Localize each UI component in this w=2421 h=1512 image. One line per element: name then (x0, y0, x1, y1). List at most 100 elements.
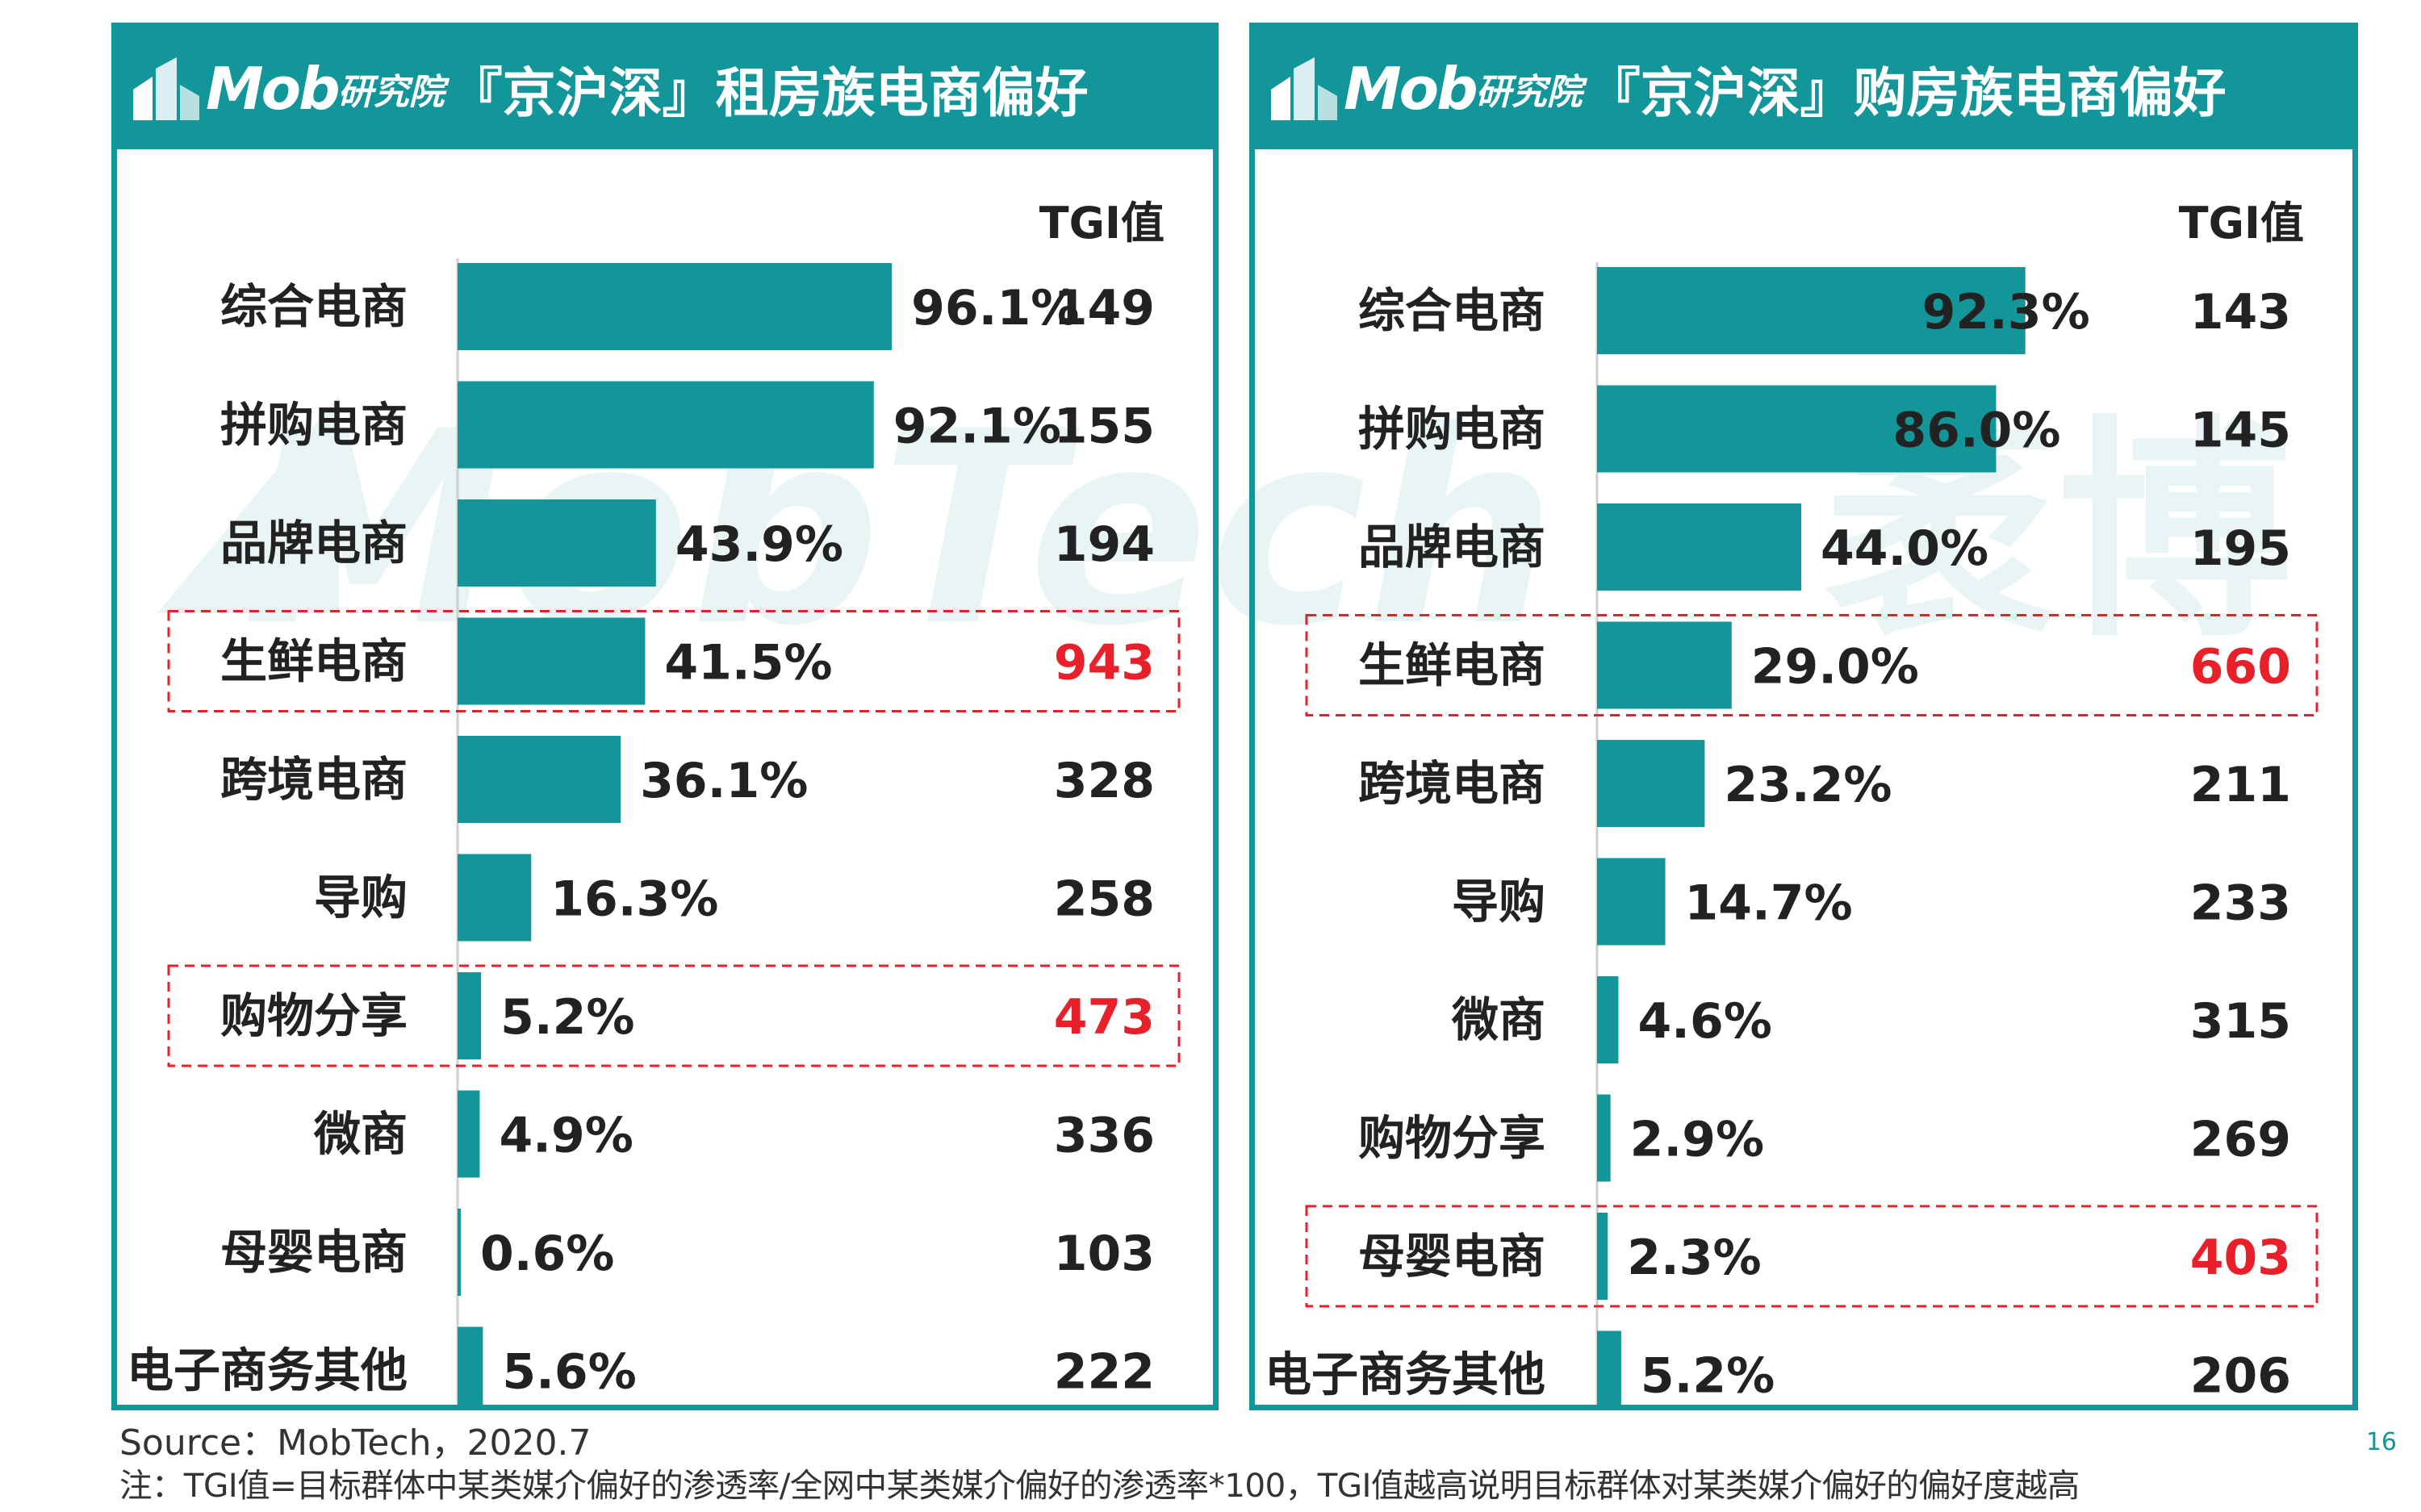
tgi-value-highlighted: 473 (1054, 989, 1155, 1046)
bar (1597, 267, 2026, 354)
tgi-value-highlighted: 660 (2190, 639, 2291, 695)
bar (458, 617, 646, 705)
tgi-value: 149 (1054, 280, 1155, 336)
tgi-value-highlighted: 403 (2190, 1230, 2291, 1286)
logo-mob-text: Mob (206, 55, 341, 123)
category-label: 综合电商 (220, 279, 408, 334)
highlight-box (167, 610, 1181, 712)
tgi-value: 143 (2190, 284, 2291, 340)
bar (1597, 740, 1705, 827)
category-label: 生鲜电商 (1358, 638, 1545, 693)
value-label: 4.9% (499, 1108, 633, 1164)
bar (1597, 1094, 1611, 1182)
bar (1597, 1213, 1608, 1300)
category-label: 母婴电商 (220, 1225, 408, 1280)
category-label: 品牌电商 (220, 516, 408, 570)
category-label: 微商 (313, 1107, 408, 1162)
tgi-value: 103 (1054, 1226, 1155, 1282)
mob-logo-icon (1271, 57, 1337, 120)
value-label: 43.9% (675, 516, 843, 573)
bar (458, 381, 874, 469)
bar (1597, 976, 1619, 1063)
category-label: 母婴电商 (1358, 1229, 1545, 1284)
tgi-value: 206 (2190, 1348, 2291, 1405)
chart-title: 『京沪深』租房族电商偏好 (449, 62, 1089, 124)
bar (458, 854, 532, 942)
tgi-value: 194 (1054, 516, 1155, 573)
tgi-value: 195 (2190, 520, 2291, 577)
panel-header: Mob 研究院 『京沪深』租房族电商偏好 (117, 28, 1213, 149)
highlight-box (1305, 1205, 2319, 1308)
mob-logo-icon (133, 57, 199, 120)
tgi-value: 315 (2190, 993, 2291, 1050)
value-label: 41.5% (664, 635, 832, 691)
bar (1597, 385, 1997, 473)
bar (1597, 1330, 1621, 1405)
value-label: 96.1% (911, 280, 1079, 336)
value-label: 92.1% (893, 399, 1061, 455)
category-label: 购物分享 (220, 988, 408, 1043)
value-label: 14.7% (1685, 875, 1853, 932)
tgi-column-header: TGI值 (2179, 198, 2304, 249)
bar (458, 1090, 480, 1178)
value-label: 16.3% (550, 871, 718, 928)
tgi-value-highlighted: 943 (1054, 635, 1155, 691)
value-label: 23.2% (1724, 757, 1892, 813)
category-label: 跨境电商 (220, 752, 408, 807)
category-label: 综合电商 (1358, 283, 1545, 338)
category-label: 导购 (1452, 875, 1545, 929)
tgi-value: 155 (1054, 399, 1155, 455)
buyer-bar-chart: TGI值 综合电商 92.3% 143 拼购电商 86.0% 145 品牌电商 44.0% 195… (1255, 149, 2352, 1405)
bar (458, 1209, 461, 1296)
logo-mob-text: Mob (1344, 55, 1478, 123)
logo-institute-text: 研究院 (1475, 72, 1583, 113)
value-label: 4.6% (1637, 993, 1771, 1050)
value-label: 36.1% (640, 753, 808, 809)
bar (458, 263, 893, 350)
tgi-value: 258 (1054, 871, 1155, 928)
value-label: 5.2% (1641, 1348, 1775, 1405)
tgi-value: 269 (2190, 1112, 2291, 1168)
highlight-box (1305, 614, 2319, 716)
value-label: 5.6% (502, 1344, 636, 1401)
category-label: 微商 (1451, 992, 1545, 1047)
bar (1597, 503, 1801, 591)
tgi-value: 222 (1054, 1344, 1155, 1401)
category-label: 拼购电商 (1358, 402, 1545, 457)
tgi-column-header: TGI值 (1039, 198, 1165, 249)
category-label: 拼购电商 (220, 398, 408, 453)
tgi-value: 211 (2190, 757, 2291, 813)
bar (458, 499, 656, 587)
tgi-value: 328 (1054, 753, 1155, 809)
rental-panel: Mob 研究院 『京沪深』租房族电商偏好 TGI值综合电商 96.1% 149 拼购电… (111, 23, 1219, 1410)
category-label: 电子商务其他 (127, 1343, 408, 1398)
category-label: 跨境电商 (1358, 756, 1545, 811)
category-label: 导购 (314, 871, 408, 925)
chart-title: 『京沪深』购房族电商偏好 (1587, 62, 2227, 124)
highlight-box (167, 964, 1181, 1067)
value-label: 44.0% (1821, 520, 1988, 577)
buyer-panel: Mob 研究院 『京沪深』购房族电商偏好 TGI值综合电商 92.3% 143 拼购电… (1249, 23, 2358, 1410)
value-label: 5.2% (500, 989, 634, 1046)
tgi-value: 145 (2190, 403, 2291, 459)
rental-bar-chart: TGI值综合电商 96.1% 149 拼购电商 92.1% 155 品牌电商 43.9% 194… (117, 149, 1213, 1405)
value-label: 92.3% (1922, 284, 2090, 340)
logo-institute-text: 研究院 (337, 72, 445, 113)
panel-header: Mob 研究院 『京沪深』购房族电商偏好 (1255, 28, 2352, 149)
bar (1597, 858, 1666, 946)
value-label: 0.6% (480, 1226, 614, 1282)
value-label: 86.0% (1892, 403, 2060, 459)
bar (1597, 621, 1732, 709)
category-label: 电子商务其他 (1265, 1347, 1545, 1402)
source-note: Source：MobTech，2020.7 (119, 1422, 592, 1464)
bar (458, 1326, 483, 1405)
tgi-value: 233 (2190, 875, 2291, 932)
page-number: 16 (2365, 1428, 2397, 1456)
category-label: 购物分享 (1358, 1111, 1545, 1166)
tgi-footnote: 注：TGI值=目标群体中某类媒介偏好的渗透率/全网中某类媒介偏好的渗透率*100… (119, 1466, 2080, 1505)
category-label: 生鲜电商 (220, 634, 408, 689)
bar (458, 736, 621, 823)
value-label: 2.3% (1627, 1230, 1761, 1286)
value-label: 2.9% (1630, 1112, 1764, 1168)
value-label: 29.0% (1751, 639, 1919, 695)
